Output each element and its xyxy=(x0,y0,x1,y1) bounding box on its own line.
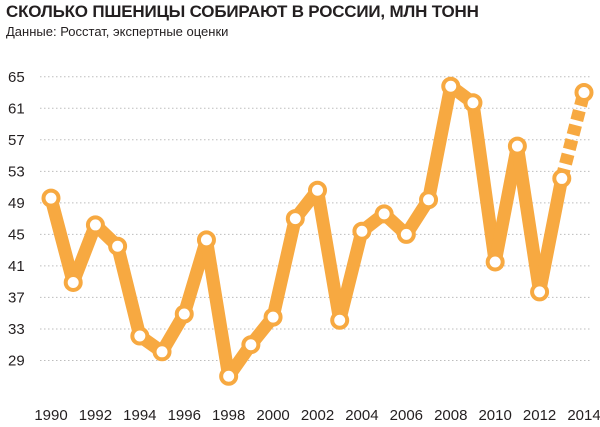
x-tick-label: 2002 xyxy=(301,407,334,424)
data-point xyxy=(396,224,416,244)
y-tick-label: 49 xyxy=(8,195,25,212)
x-tick-label: 2014 xyxy=(567,407,600,424)
data-point xyxy=(174,304,194,324)
x-tick-label: 2008 xyxy=(434,407,467,424)
data-point xyxy=(196,230,216,250)
x-tick-label: 1994 xyxy=(123,407,156,424)
x-tick-label: 1998 xyxy=(212,407,245,424)
x-tick-label: 2010 xyxy=(478,407,511,424)
y-tick-label: 53 xyxy=(8,163,25,180)
data-point xyxy=(352,221,372,241)
series-segment xyxy=(510,139,547,299)
y-tick-label: 65 xyxy=(8,69,25,86)
data-point xyxy=(63,272,83,292)
data-point xyxy=(419,190,439,210)
data-point xyxy=(85,215,105,235)
chart-subtitle: Данные: Росстат, экспертные оценки xyxy=(6,24,229,39)
data-point xyxy=(574,83,594,103)
x-tick-label: 1990 xyxy=(34,407,67,424)
y-tick-label: 61 xyxy=(8,100,25,117)
x-tick-label: 2004 xyxy=(345,407,378,424)
series-segment xyxy=(199,233,236,383)
series-points xyxy=(41,76,594,386)
x-tick-label: 2000 xyxy=(256,407,289,424)
series-segment xyxy=(311,183,347,327)
y-tick-label: 57 xyxy=(8,132,25,149)
data-point xyxy=(330,310,350,330)
data-point xyxy=(241,335,261,355)
data-point xyxy=(374,204,394,224)
y-tick-label: 29 xyxy=(8,352,25,369)
data-point xyxy=(108,236,128,256)
series-segment xyxy=(44,191,80,289)
series-segment-estimate xyxy=(555,90,591,181)
y-tick-label: 37 xyxy=(8,289,25,306)
series-segment xyxy=(533,171,569,299)
series-segment xyxy=(422,79,458,207)
series-segment xyxy=(488,139,524,269)
data-point xyxy=(552,168,572,188)
x-tick-label: 2006 xyxy=(390,407,423,424)
data-point xyxy=(263,307,283,327)
data-point xyxy=(285,209,305,229)
series-segment xyxy=(66,218,102,289)
data-point xyxy=(130,326,150,346)
data-point xyxy=(507,136,527,156)
data-point xyxy=(485,252,505,272)
data-point xyxy=(463,93,483,113)
series-segment xyxy=(466,96,502,269)
data-point xyxy=(308,180,327,200)
y-axis-ticks: 29 33 37 41 45 49 53 57 61 65 xyxy=(8,69,25,370)
data-point xyxy=(219,366,239,386)
data-point xyxy=(41,188,61,208)
x-tick-label: 1996 xyxy=(168,407,201,424)
series-segment xyxy=(111,239,147,343)
x-tick-label: 2012 xyxy=(523,407,556,424)
x-axis-ticks: 1990 1992 1994 1996 1998 2000 2002 2004 2006 2008… xyxy=(34,407,600,424)
y-tick-label: 45 xyxy=(8,226,25,243)
series-segment xyxy=(266,212,302,324)
data-point xyxy=(152,342,172,362)
data-point xyxy=(441,76,461,96)
y-tick-label: 33 xyxy=(8,321,25,338)
series-segment xyxy=(333,224,369,327)
x-tick-label: 1992 xyxy=(79,407,112,424)
y-tick-label: 41 xyxy=(8,258,25,275)
data-point xyxy=(530,282,550,302)
chart-title: СКОЛЬКО ПШЕНИЦЫ СОБИРАЮТ В РОССИИ, МЛН Т… xyxy=(6,2,479,21)
